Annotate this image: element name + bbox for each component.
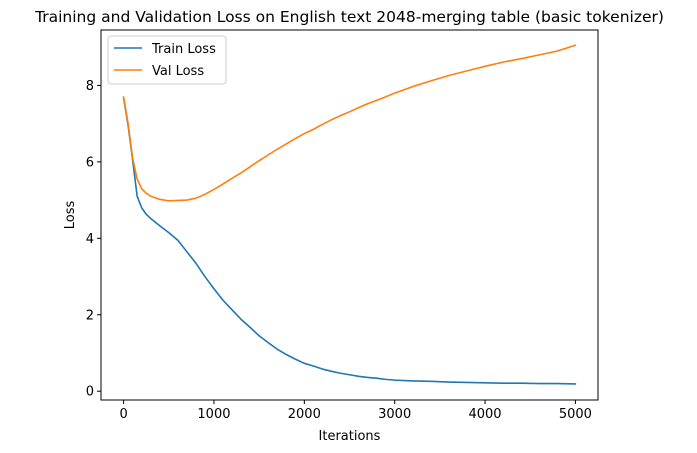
x-tick-label: 4000 bbox=[468, 407, 501, 422]
plot-area-frame bbox=[100, 29, 599, 401]
y-tick-label: 4 bbox=[86, 232, 94, 247]
x-tick-label: 0 bbox=[119, 407, 127, 422]
x-tick-label: 2000 bbox=[288, 407, 321, 422]
series-line-val-loss bbox=[122, 44, 577, 202]
chart-title: Training and Validation Loss on English … bbox=[34, 8, 664, 26]
y-axis-ticks: 0 2 4 6 8 bbox=[86, 79, 101, 400]
series-lines bbox=[122, 44, 577, 385]
y-tick-label: 8 bbox=[86, 79, 94, 94]
y-tick-label: 6 bbox=[86, 155, 94, 170]
x-tick-label: 5000 bbox=[559, 407, 592, 422]
y-tick-label: 0 bbox=[86, 385, 94, 400]
legend: Train Loss Val Loss bbox=[107, 35, 227, 85]
x-tick-label: 1000 bbox=[197, 407, 230, 422]
legend-label-train-loss: Train Loss bbox=[151, 42, 216, 57]
legend-label-val-loss: Val Loss bbox=[152, 64, 204, 79]
x-axis-label: Iterations bbox=[319, 429, 381, 444]
x-axis-ticks: 0 1000 2000 3000 4000 5000 bbox=[119, 400, 592, 422]
x-tick-label: 3000 bbox=[378, 407, 411, 422]
series-line-train-loss bbox=[122, 96, 577, 385]
y-axis-label: Loss bbox=[63, 201, 78, 230]
y-tick-label: 2 bbox=[86, 308, 94, 323]
